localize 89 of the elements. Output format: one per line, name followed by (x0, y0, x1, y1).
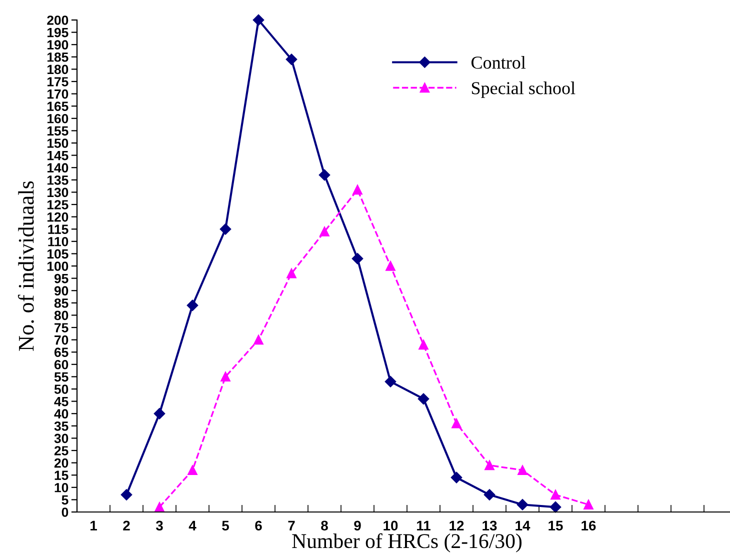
point (188, 465, 198, 476)
y-tick-label: 75 (54, 323, 68, 332)
y-tick-label: 35 (54, 421, 68, 431)
point (550, 501, 562, 513)
y-tick-label: 60 (54, 360, 68, 370)
x-tick-label: 12 (450, 520, 464, 530)
point (518, 465, 528, 476)
x-tick-label: 13 (482, 520, 497, 531)
y-tick-label: 105 (47, 249, 68, 259)
y-tick-label: 90 (54, 286, 68, 296)
point (154, 408, 166, 420)
y-tick-label: 180 (47, 64, 68, 74)
point (120, 489, 132, 500)
x-tick-label: 6 (255, 520, 262, 531)
point (418, 340, 428, 350)
point (352, 184, 362, 195)
x-tick-label: 11 (417, 520, 430, 530)
x-tick-label: 15 (548, 520, 563, 531)
point (220, 372, 230, 382)
y-tick-label: 70 (54, 335, 68, 345)
y-tick-label: 120 (47, 212, 68, 222)
point (352, 253, 364, 264)
x-tick-label: 2 (123, 520, 130, 530)
y-tick-label: 55 (54, 372, 68, 382)
y-tick-label: 135 (47, 175, 68, 185)
y-tick-label: 25 (54, 446, 68, 456)
y-tick-label: 195 (47, 28, 68, 38)
y-tick-label: 185 (47, 52, 68, 62)
x-tick-label: 7 (288, 520, 295, 530)
x-tick-label: 14 (516, 520, 530, 530)
x-tick-label: 5 (222, 520, 229, 531)
point (154, 502, 164, 512)
y-tick-label: 170 (47, 89, 68, 99)
y-tick-label: 190 (47, 40, 68, 50)
x-tick-label: 10 (384, 520, 398, 531)
y-tick-label: 80 (54, 310, 68, 320)
y-tick-label: 95 (54, 274, 68, 284)
point (516, 499, 528, 510)
point (584, 500, 594, 510)
x-tick-label: 16 (582, 520, 596, 531)
y-tick-label: 45 (54, 397, 68, 406)
y-tick-label: 40 (54, 409, 68, 419)
legend-label: Special school (472, 82, 576, 98)
point (252, 14, 264, 26)
y-tick-label: 50 (54, 384, 68, 394)
y-tick-label: 125 (47, 200, 68, 210)
x-tick-label: 8 (321, 520, 328, 531)
point (386, 261, 396, 271)
point (286, 54, 298, 65)
point (452, 418, 462, 428)
point (450, 472, 462, 484)
point (286, 268, 296, 278)
y-axis-title: No. of individuaals (18, 181, 34, 351)
point (484, 460, 494, 470)
point (254, 334, 264, 345)
point (550, 490, 560, 500)
y-tick-label: 0 (62, 508, 68, 517)
y-tick-label: 20 (54, 458, 68, 468)
point (220, 223, 232, 235)
point (186, 300, 198, 311)
x-tick-label: 3 (156, 520, 163, 531)
y-tick-label: 100 (47, 262, 68, 271)
y-tick-label: 140 (47, 163, 68, 173)
y-tick-label: 145 (47, 151, 68, 160)
x-axis-title: Number of HRCs (2-16/30) (292, 533, 522, 552)
y-tick-label: 160 (47, 114, 68, 124)
point (320, 226, 330, 236)
y-tick-label: 130 (47, 188, 68, 198)
x-tick-label: 9 (354, 520, 361, 531)
y-tick-label: 15 (54, 470, 68, 480)
point (318, 169, 330, 181)
y-tick-label: 200 (47, 16, 68, 25)
point (484, 489, 496, 500)
x-tick-label: 1 (90, 520, 97, 530)
x-tick-label: 4 (188, 520, 196, 530)
y-tick-label: 110 (48, 236, 68, 246)
y-tick-label: 5 (62, 495, 68, 505)
y-tick-label: 155 (47, 126, 68, 136)
y-tick-label: 150 (47, 138, 68, 148)
legend-label: Control (471, 56, 526, 69)
y-tick-label: 165 (47, 102, 68, 112)
y-tick-label: 85 (54, 298, 68, 308)
y-tick-label: 175 (47, 77, 68, 86)
y-tick-label: 30 (54, 434, 68, 444)
y-tick-label: 65 (54, 348, 68, 358)
point (418, 393, 430, 404)
point (384, 376, 396, 388)
y-tick-label: 10 (54, 482, 68, 492)
y-tick-label: 115 (48, 224, 68, 234)
